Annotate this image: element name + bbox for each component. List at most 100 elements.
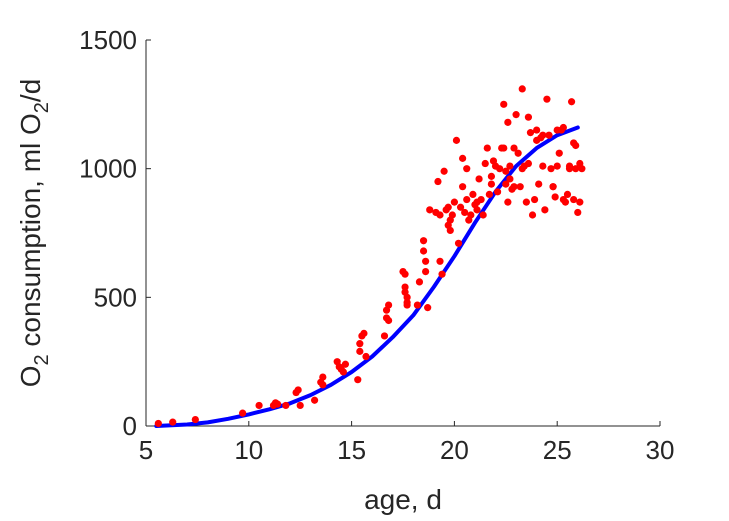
data-point bbox=[483, 144, 491, 152]
data-point bbox=[459, 154, 467, 162]
data-point bbox=[533, 126, 541, 134]
data-point bbox=[463, 165, 471, 173]
data-point bbox=[555, 149, 563, 157]
data-point bbox=[191, 415, 199, 424]
data-point bbox=[487, 172, 496, 180]
y-axis-label-subscript: 2 bbox=[31, 102, 53, 113]
data-point bbox=[385, 316, 393, 325]
data-point bbox=[467, 211, 475, 219]
data-point bbox=[551, 193, 559, 201]
data-point bbox=[459, 183, 467, 191]
data-point bbox=[563, 190, 572, 198]
data-point bbox=[487, 180, 496, 188]
data-point bbox=[565, 165, 574, 173]
data-point bbox=[481, 159, 489, 168]
data-point bbox=[522, 198, 530, 206]
data-point bbox=[530, 195, 539, 204]
data-point bbox=[452, 136, 461, 144]
data-point bbox=[362, 352, 370, 361]
data-point bbox=[553, 126, 561, 134]
data-point bbox=[510, 144, 518, 152]
x-tick-label: 5 bbox=[139, 435, 153, 465]
data-point bbox=[528, 211, 537, 219]
x-tick-label: 30 bbox=[646, 435, 675, 465]
data-point bbox=[154, 419, 162, 428]
data-point bbox=[463, 195, 471, 204]
y-tick-label: 1500 bbox=[79, 25, 137, 55]
data-point bbox=[576, 198, 584, 206]
data-point bbox=[354, 376, 362, 384]
data-point bbox=[436, 257, 444, 265]
data-point bbox=[477, 195, 485, 204]
data-point bbox=[506, 162, 514, 170]
data-point bbox=[512, 111, 520, 119]
data-point bbox=[413, 301, 421, 309]
data-point bbox=[403, 301, 411, 309]
data-point bbox=[469, 190, 477, 198]
data-point bbox=[360, 329, 368, 337]
data-point bbox=[422, 268, 430, 276]
data-point bbox=[446, 226, 454, 235]
data-point bbox=[310, 396, 319, 404]
data-point bbox=[506, 175, 514, 183]
data-point bbox=[436, 211, 444, 219]
data-point bbox=[572, 141, 580, 150]
data-point bbox=[448, 211, 456, 219]
data-point bbox=[401, 270, 409, 278]
data-point bbox=[524, 113, 533, 121]
x-tick-label: 25 bbox=[543, 435, 572, 465]
y-tick-label: 500 bbox=[94, 282, 137, 312]
data-point bbox=[319, 381, 327, 389]
data-point bbox=[574, 208, 582, 217]
fit-curve bbox=[154, 125, 580, 428]
data-point bbox=[516, 183, 524, 191]
data-point bbox=[479, 211, 487, 219]
y-tick-label: 0 bbox=[123, 411, 137, 441]
data-point bbox=[561, 198, 570, 206]
x-tick-label: 20 bbox=[440, 435, 469, 465]
data-point bbox=[339, 368, 347, 376]
data-point bbox=[273, 400, 282, 408]
data-point bbox=[356, 340, 364, 348]
data-point bbox=[514, 149, 522, 157]
data-point bbox=[504, 118, 512, 126]
data-point bbox=[415, 278, 424, 286]
data-point bbox=[570, 195, 578, 204]
data-point bbox=[502, 180, 510, 188]
data-point bbox=[496, 165, 504, 173]
data-point bbox=[169, 418, 177, 426]
data-point bbox=[440, 167, 448, 175]
data-point bbox=[524, 159, 533, 168]
data-point bbox=[456, 203, 465, 211]
axes: 5 10 15 20 25 30 0 500 1000 1500 bbox=[79, 25, 674, 465]
data-point bbox=[385, 301, 393, 309]
y-axis-label: O2 consumption, ml O2/d bbox=[15, 79, 53, 388]
data-point bbox=[539, 131, 547, 139]
data-point bbox=[572, 165, 580, 173]
x-tick-label: 10 bbox=[234, 435, 263, 465]
data-point bbox=[419, 247, 428, 255]
data-point bbox=[541, 206, 549, 214]
data-point bbox=[450, 198, 458, 206]
y-axis-label-part: consumption, ml O bbox=[15, 113, 46, 354]
axis-labels: age, d O2 consumption, ml O2/d bbox=[15, 79, 442, 515]
data-point bbox=[434, 177, 442, 186]
data-point bbox=[444, 203, 452, 211]
data-point bbox=[296, 401, 304, 410]
data-point bbox=[419, 237, 428, 245]
data-point bbox=[403, 293, 411, 301]
y-axis-label-subscript: 2 bbox=[31, 354, 53, 365]
data-point bbox=[422, 257, 430, 265]
data-point bbox=[518, 85, 526, 93]
data-point bbox=[545, 131, 553, 139]
data-point bbox=[526, 129, 535, 137]
x-axis-label: age, d bbox=[364, 484, 442, 515]
data-point bbox=[559, 123, 567, 132]
y-axis-label-part: O bbox=[15, 366, 46, 388]
y-tick-label: 1000 bbox=[79, 154, 137, 184]
data-point bbox=[502, 167, 510, 175]
data-point bbox=[438, 270, 446, 278]
data-point bbox=[255, 401, 263, 410]
data-point bbox=[475, 175, 483, 183]
